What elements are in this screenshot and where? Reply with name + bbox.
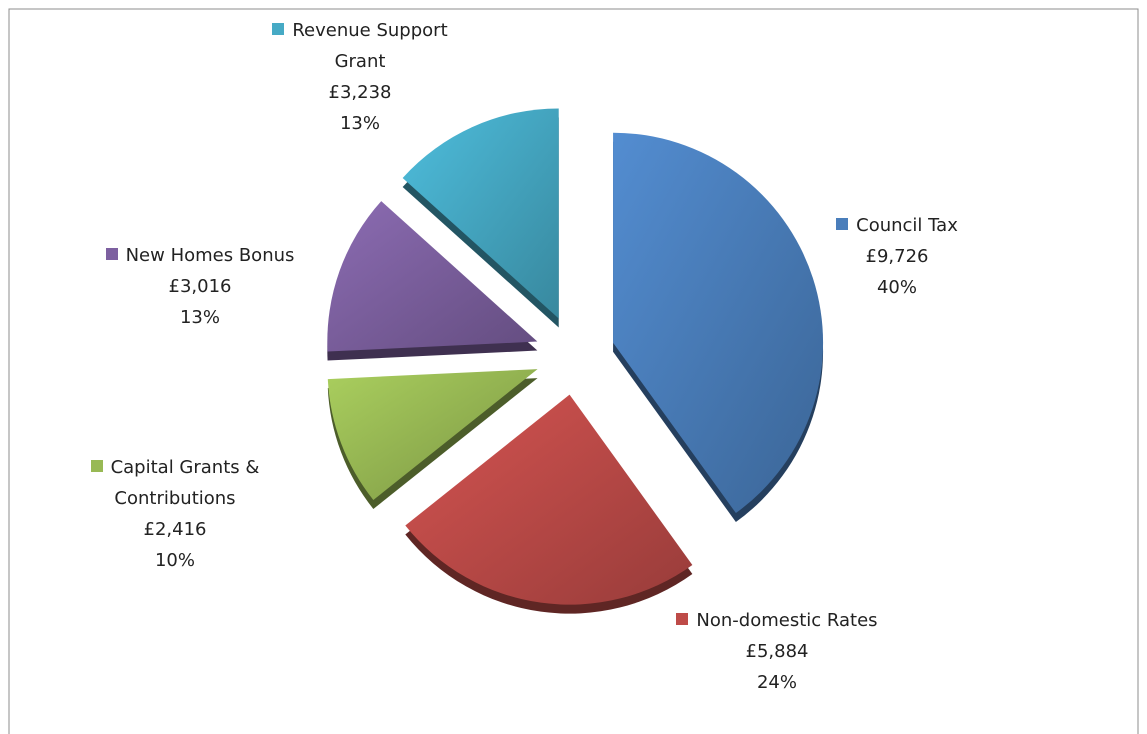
legend-swatch bbox=[836, 218, 849, 230]
category-name: Non-domestic Rates bbox=[696, 610, 878, 631]
slice bbox=[405, 394, 693, 605]
category-name: Capital Grants & Contributions bbox=[110, 457, 260, 509]
percent-label: 13% bbox=[339, 113, 380, 134]
category-name: New Homes Bonus bbox=[125, 245, 295, 266]
value-label: £2,416 bbox=[143, 519, 207, 540]
percent-label: 13% bbox=[179, 307, 220, 328]
slice bbox=[327, 369, 538, 500]
percent-label: 40% bbox=[876, 277, 917, 298]
value-label: £3,016 bbox=[168, 276, 232, 297]
legend-swatch bbox=[272, 23, 285, 35]
data-label: Revenue Support Grant £3,238 13% bbox=[245, 15, 475, 139]
percent-label: 10% bbox=[154, 550, 195, 571]
data-label: Capital Grants & Contributions £2,416 10% bbox=[55, 452, 295, 576]
category-name: Revenue Support Grant bbox=[292, 20, 448, 72]
legend-entry: New Homes Bonus bbox=[70, 240, 330, 271]
slice bbox=[327, 201, 538, 352]
legend-entry: Non-domestic Rates bbox=[667, 605, 887, 636]
legend-swatch bbox=[105, 248, 118, 260]
legend-swatch bbox=[90, 460, 103, 472]
value-label: £5,884 bbox=[745, 641, 809, 662]
data-label: New Homes Bonus £3,016 13% bbox=[70, 240, 330, 333]
chart-frame bbox=[8, 8, 1139, 734]
percent-label: 24% bbox=[756, 672, 797, 693]
legend-entry: Revenue Support Grant bbox=[245, 15, 475, 77]
legend-entry: Capital Grants & Contributions bbox=[55, 452, 295, 514]
category-name: Council Tax bbox=[856, 215, 958, 236]
data-label: Non-domestic Rates £5,884 24% bbox=[667, 605, 887, 698]
legend-entry: Council Tax bbox=[797, 210, 997, 241]
value-label: £3,238 bbox=[328, 82, 392, 103]
value-label: £9,726 bbox=[865, 246, 929, 267]
slice bbox=[402, 108, 559, 319]
legend-swatch bbox=[676, 613, 689, 625]
data-label: Council Tax £9,726 40% bbox=[797, 210, 997, 303]
slice bbox=[613, 132, 824, 514]
